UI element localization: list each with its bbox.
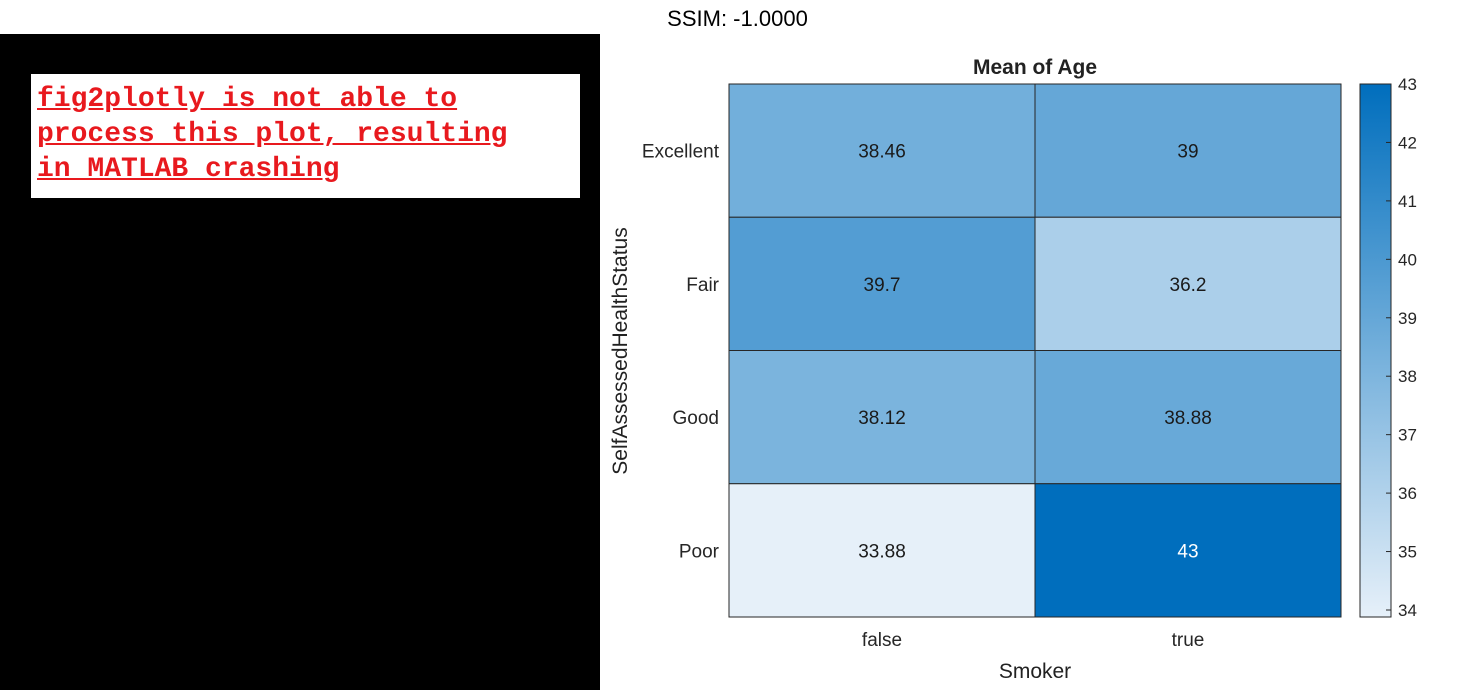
x-tick-labels: false true: [862, 630, 1204, 651]
colorbar-tick-label: 43: [1398, 75, 1417, 94]
cell-value-label: 39: [1177, 142, 1198, 163]
y-axis-label: SelfAssessedHealthStatus: [609, 227, 632, 474]
colorbar-tick-label: 36: [1398, 484, 1417, 503]
cell-value-label: 38.12: [858, 408, 906, 429]
colorbar-gradient: [1359, 83, 1392, 618]
y-tick-label: Excellent: [642, 142, 720, 163]
heatmap-cell: [1034, 83, 1342, 218]
heatmap-cell: [728, 83, 1036, 218]
cell-value-label: 36.2: [1170, 275, 1207, 296]
colorbar-tick-label: 35: [1398, 543, 1417, 562]
heatmap-cell: [1034, 350, 1342, 485]
colorbar-tick-label: 41: [1398, 192, 1417, 211]
chart-title: Mean of Age: [973, 56, 1097, 79]
heatmap-cell: [728, 483, 1036, 618]
ssim-label: SSIM: -1.0000: [667, 6, 808, 31]
heatmap-chart: Mean of Age 38.46 39 39.7 36.2 38.12 38.88 33.…: [609, 56, 1417, 683]
x-tick-label: true: [1172, 630, 1205, 651]
cell-value-label: 39.7: [864, 275, 901, 296]
colorbar-tick-label: 38: [1398, 367, 1417, 386]
colorbar-tick-label: 34: [1398, 601, 1417, 620]
colorbar-ticks: 34 35 36 37 38 39 40 41 42 43: [1386, 75, 1417, 620]
y-tick-labels: Excellent Fair Good Poor: [642, 142, 720, 563]
x-tick-label: false: [862, 630, 902, 651]
heatmap-cells: 38.46 39 39.7 36.2 38.12 38.88 33.88 43: [728, 83, 1342, 618]
error-message: fig2plotly is not able to process this p…: [37, 84, 508, 185]
cell-value-label: 33.88: [858, 541, 906, 562]
colorbar-tick-label: 42: [1398, 133, 1417, 152]
cell-value-label: 38.88: [1164, 408, 1212, 429]
cell-value-label: 38.46: [858, 142, 906, 163]
heatmap-cell: [1034, 483, 1342, 618]
cell-value-label: 43: [1177, 541, 1198, 562]
y-tick-label: Good: [673, 408, 719, 429]
y-tick-label: Fair: [686, 275, 719, 296]
colorbar-tick-label: 40: [1398, 250, 1417, 269]
x-axis-label: Smoker: [999, 660, 1071, 683]
y-tick-label: Poor: [679, 541, 720, 562]
colorbar-tick-label: 37: [1398, 426, 1417, 445]
colorbar: 34 35 36 37 38 39 40 41 42 43: [1359, 75, 1417, 620]
heatmap-cell: [1034, 216, 1342, 351]
error-message-box: fig2plotly is not able to process this p…: [31, 74, 580, 198]
colorbar-tick-label: 39: [1398, 309, 1417, 328]
heatmap-cell: [728, 216, 1036, 351]
